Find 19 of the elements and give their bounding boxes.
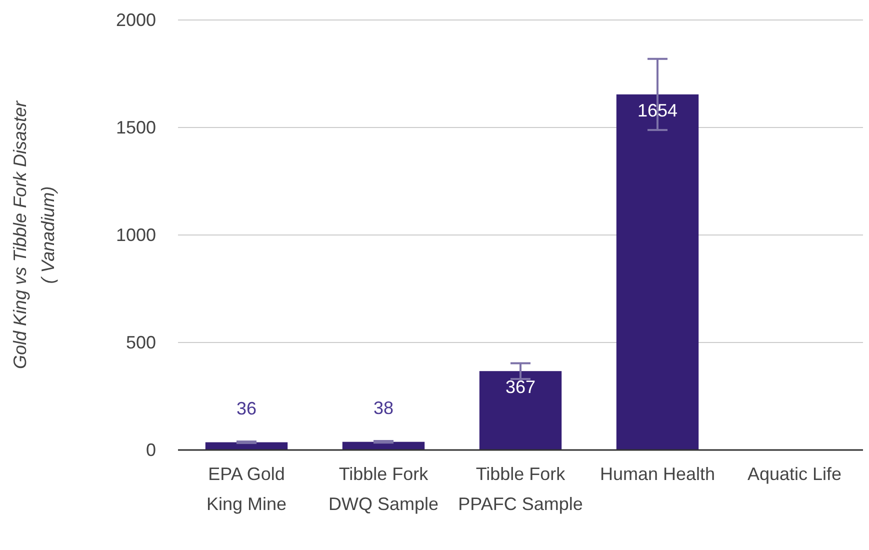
data-label: 38 (373, 398, 394, 418)
data-label: 367 (505, 377, 536, 398)
data-label: 1654 (637, 100, 678, 120)
bar (205, 442, 288, 450)
data-label: 36 (236, 398, 257, 418)
y-tick-label: 500 (126, 332, 156, 352)
y-tick-label: 2000 (116, 10, 156, 30)
x-tick-label: Tibble Fork PPAFC Sample (458, 464, 583, 514)
y-tick-label: 1000 (116, 225, 156, 245)
x-tick-label: EPA Gold King Mine (206, 464, 287, 514)
x-tick-label: Human Health (600, 464, 716, 484)
bar (479, 371, 562, 450)
y-tick-label: 1500 (116, 118, 156, 138)
bar (616, 94, 699, 450)
x-tick-label: Tibble Fork DWQ Sample (328, 464, 439, 514)
y-axis-title: Gold King vs Tibble Fork Disaster ( Vanadium) (10, 100, 58, 369)
y-tick-label: 0 (146, 440, 156, 460)
x-tick-label: Aquatic Life (747, 464, 842, 484)
bar (342, 442, 425, 450)
